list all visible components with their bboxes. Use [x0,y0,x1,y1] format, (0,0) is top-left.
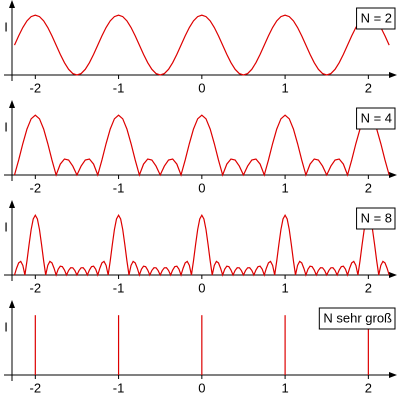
annotation: N = 2 [361,10,392,25]
x-tick-label: -2 [30,380,42,395]
intensity-curve [13,114,390,177]
annotation-box [356,207,396,230]
x-axis-arrow [389,372,397,378]
intensity-curve [13,213,390,277]
annotation: N = 8 [361,210,392,225]
x-tick-label: 0 [198,380,205,395]
annotation-box [318,307,396,330]
annotation-box [356,107,396,130]
x-tick-label: 0 [198,180,205,195]
y-axis-label: I [4,119,8,134]
x-tick-label: 0 [198,80,205,95]
x-tick-label: -1 [113,180,125,195]
x-tick-label: -1 [113,380,125,395]
y-axis-label: I [4,219,8,234]
x-tick-label: -1 [113,280,125,295]
y-axis-arrow [9,100,15,108]
annotation: N sehr groß [323,310,392,325]
x-tick-label: -2 [30,280,42,295]
x-tick-label: 2 [365,280,372,295]
x-tick-label: 1 [281,80,288,95]
x-tick-label: -2 [30,80,42,95]
x-tick-label: 2 [365,80,372,95]
x-tick-label: 2 [365,380,372,395]
intensity-curve [13,14,390,76]
x-tick-label: 2 [365,180,372,195]
y-axis-arrow [9,200,15,208]
annotation: N = 4 [361,110,392,125]
x-tick-label: 1 [281,280,288,295]
y-axis-label: I [4,319,8,334]
x-axis-arrow [389,72,397,78]
y-axis-arrow [9,300,15,308]
x-tick-label: -1 [113,80,125,95]
y-axis-label: I [4,19,8,34]
annotation-box [356,7,396,30]
x-tick-label: 1 [281,380,288,395]
x-tick-label: -2 [30,180,42,195]
x-axis-arrow [389,272,397,278]
x-tick-label: 1 [281,180,288,195]
x-tick-label: 0 [198,280,205,295]
y-axis-arrow [9,0,15,8]
x-axis-arrow [389,172,397,178]
